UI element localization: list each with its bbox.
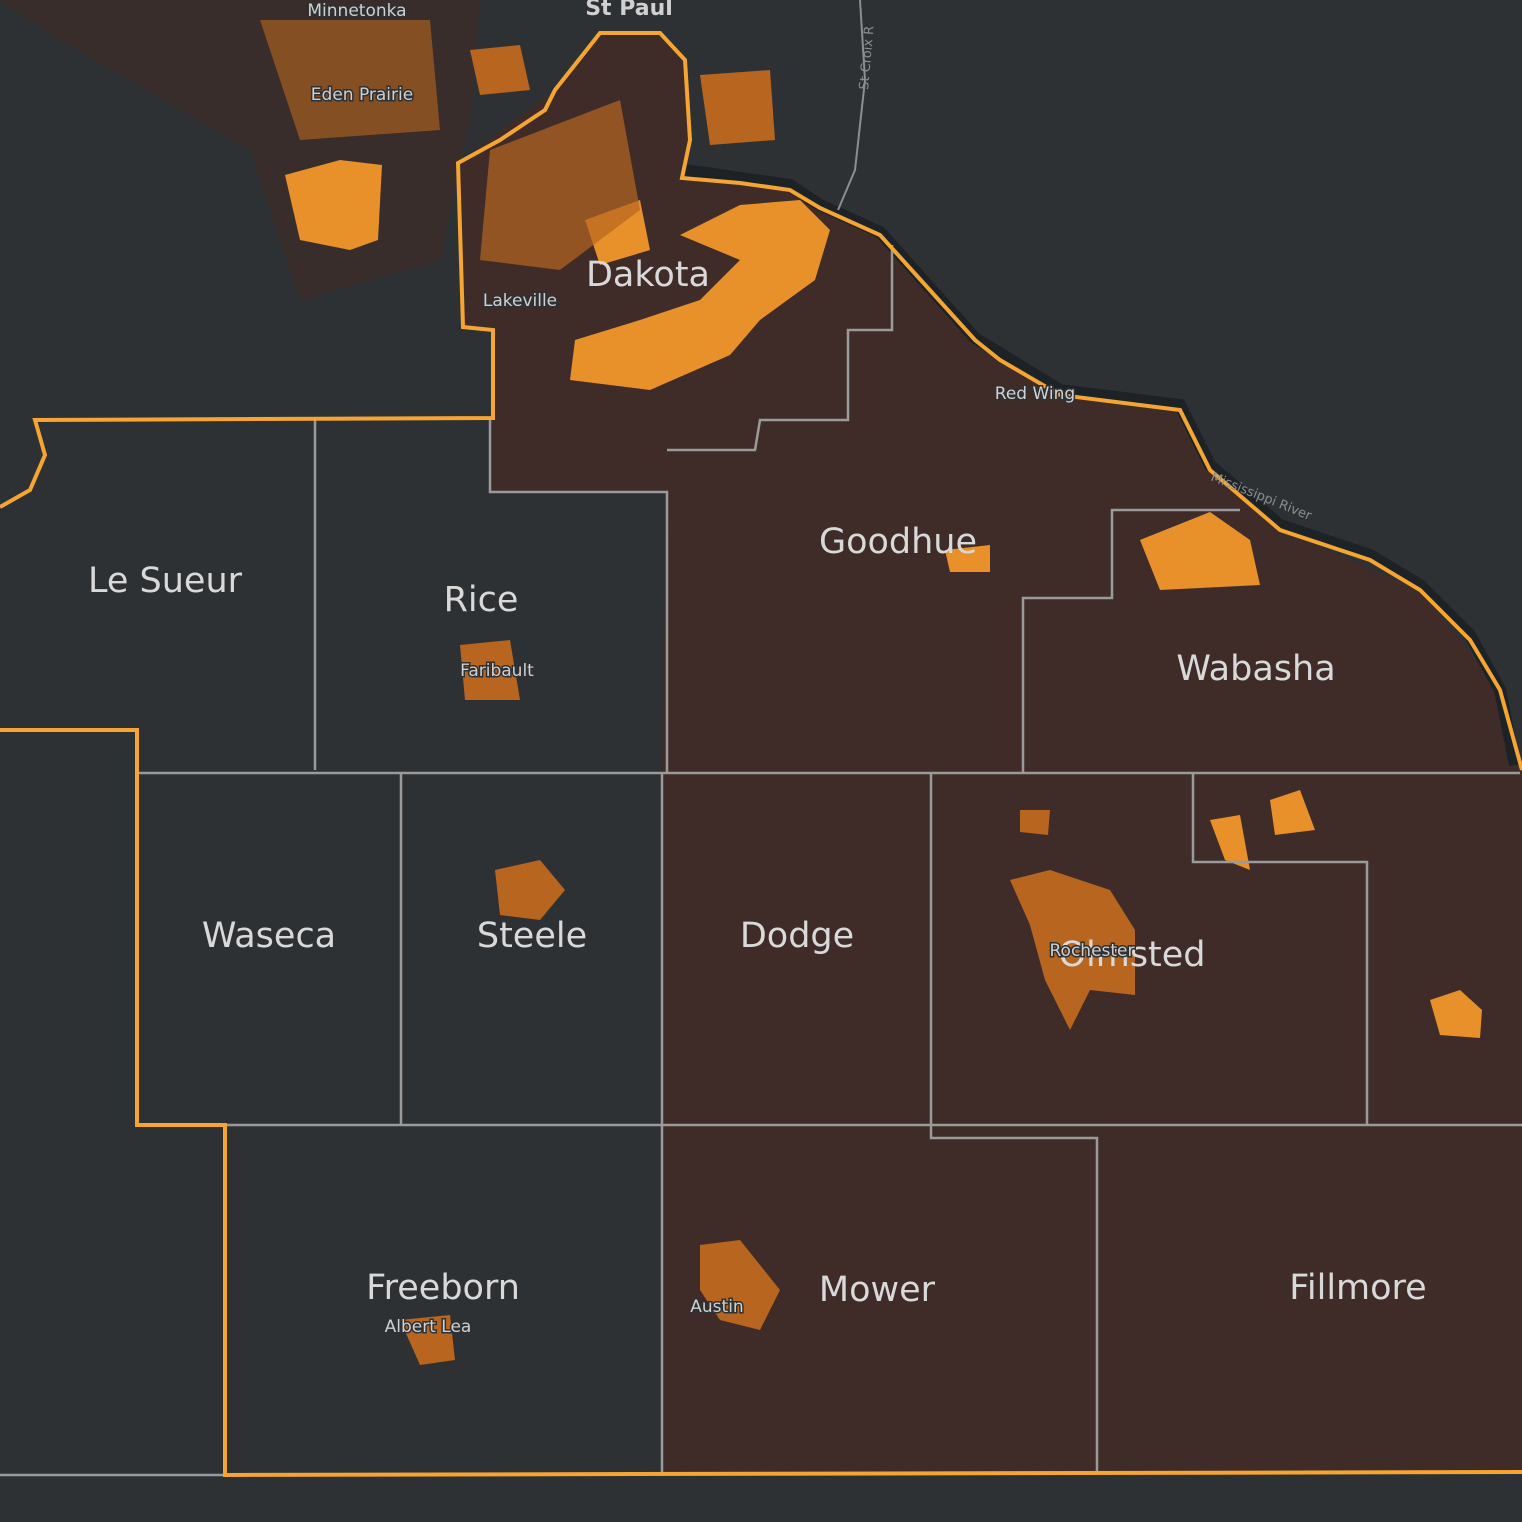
county-label: Freeborn — [366, 1268, 520, 1308]
river-label: St Croix R — [857, 25, 878, 90]
county-label: Olmsted — [1058, 935, 1205, 975]
city-label: Eden Prairie — [311, 85, 413, 105]
county-label: Mower — [819, 1270, 936, 1310]
shaded-region — [458, 33, 1522, 1475]
city-label: Rochester — [1050, 941, 1135, 961]
city-label: St Paul — [585, 0, 673, 21]
county-label: Goodhue — [819, 522, 977, 562]
county-label: Rice — [444, 580, 519, 620]
density-blobs — [260, 20, 1482, 1365]
county-label: Dakota — [586, 255, 710, 295]
region-outline — [0, 31, 1522, 1478]
county-boundaries — [0, 245, 1522, 1477]
labels: Dakota Le Sueur Rice Goodhue Wabasha Was… — [88, 0, 1427, 1339]
county-label: Dodge — [740, 916, 854, 956]
city-label: Minnetonka — [307, 1, 406, 21]
county-label: Steele — [477, 916, 587, 956]
city-label: Lakeville — [483, 291, 557, 311]
county-label: Wabasha — [1176, 649, 1335, 689]
county-label: Fillmore — [1289, 1268, 1426, 1308]
river — [684, 164, 1521, 767]
city-label: Albert Lea — [385, 1317, 472, 1337]
river — [837, 0, 867, 211]
county-label: Le Sueur — [88, 561, 243, 601]
county-label: Waseca — [202, 916, 336, 956]
city-label: Austin — [690, 1297, 743, 1317]
city-label: Red Wing — [995, 384, 1075, 404]
city-label: Faribault — [460, 661, 534, 681]
